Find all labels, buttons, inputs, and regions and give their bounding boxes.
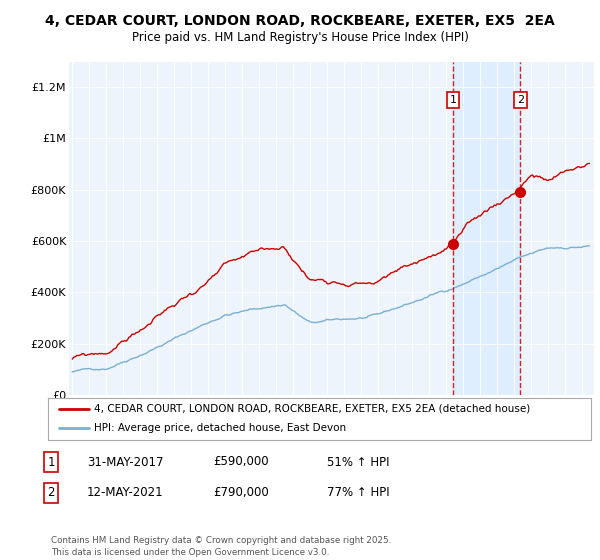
Text: £590,000: £590,000 <box>213 455 269 469</box>
Text: 51% ↑ HPI: 51% ↑ HPI <box>327 455 389 469</box>
Text: 31-MAY-2017: 31-MAY-2017 <box>87 455 163 469</box>
Text: HPI: Average price, detached house, East Devon: HPI: Average price, detached house, East… <box>94 423 346 433</box>
Text: 4, CEDAR COURT, LONDON ROAD, ROCKBEARE, EXETER, EX5 2EA (detached house): 4, CEDAR COURT, LONDON ROAD, ROCKBEARE, … <box>94 404 530 414</box>
Text: Price paid vs. HM Land Registry's House Price Index (HPI): Price paid vs. HM Land Registry's House … <box>131 31 469 44</box>
Text: 2: 2 <box>47 486 55 500</box>
Text: 4, CEDAR COURT, LONDON ROAD, ROCKBEARE, EXETER, EX5  2EA: 4, CEDAR COURT, LONDON ROAD, ROCKBEARE, … <box>45 14 555 28</box>
Text: 1: 1 <box>47 455 55 469</box>
Text: 1: 1 <box>449 95 457 105</box>
Text: 2: 2 <box>517 95 524 105</box>
Bar <box>453 62 520 395</box>
Text: Contains HM Land Registry data © Crown copyright and database right 2025.
This d: Contains HM Land Registry data © Crown c… <box>51 536 391 557</box>
Text: 77% ↑ HPI: 77% ↑ HPI <box>327 486 389 500</box>
Text: £790,000: £790,000 <box>213 486 269 500</box>
Text: 12-MAY-2021: 12-MAY-2021 <box>87 486 164 500</box>
